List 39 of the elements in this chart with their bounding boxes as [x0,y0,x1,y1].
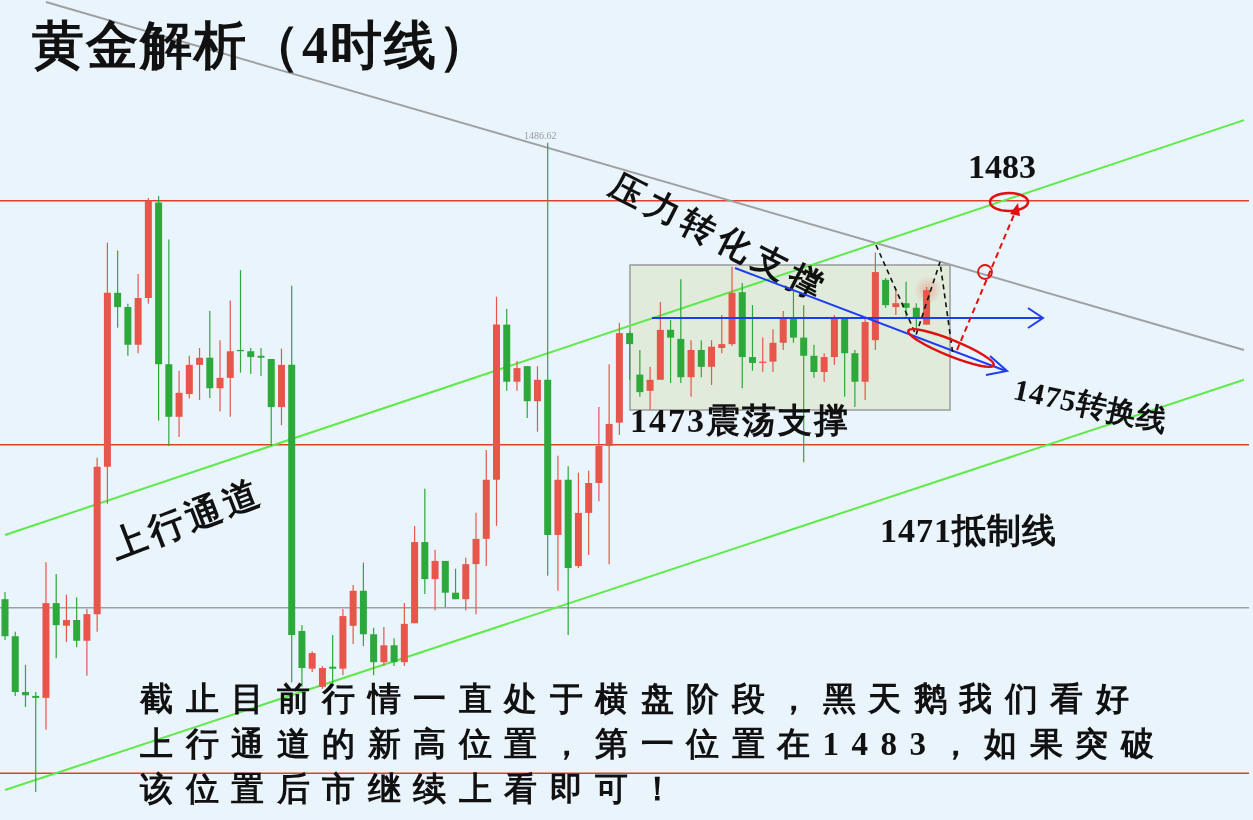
candlestick [431,549,439,611]
annotation: 1483 [968,148,1036,185]
candlestick [605,363,613,565]
candlestick [697,339,705,378]
candlestick [52,573,60,659]
candlestick [380,626,388,667]
candlestick [667,319,675,384]
candlestick [21,664,29,708]
candlestick [257,347,265,377]
candlestick [32,691,40,793]
candlestick [718,314,726,354]
candlestick [390,637,398,667]
candlestick [749,304,756,372]
candlestick [247,347,255,375]
text: 1486.62 [524,130,557,141]
annotation: 上行通道 [104,471,269,567]
candlestick [533,365,541,433]
candlestick [902,281,910,318]
candlestick [820,352,828,383]
candlestick [892,289,900,316]
candlestick [769,328,777,373]
candlestick [513,360,521,392]
candlestick [636,349,644,398]
candlestick [62,594,70,643]
candlestick [216,339,224,413]
candlestick [626,331,634,381]
candlestick [114,250,122,329]
candlestick [196,347,204,401]
candlestick [646,366,654,411]
candlestick [73,596,81,648]
annotation: 1475转换线 [1010,372,1172,438]
annotation: 该位置后市继续上看即可！ [140,771,686,807]
candlestick [308,650,316,673]
chart-title: 黄金解析（4时线） [32,17,492,74]
candlestick [452,568,460,600]
annotation: 压力转化支撑 [603,166,835,308]
candlestick [708,339,716,386]
candlestick [810,344,818,379]
annotation: 1471抵制线 [880,512,1057,549]
